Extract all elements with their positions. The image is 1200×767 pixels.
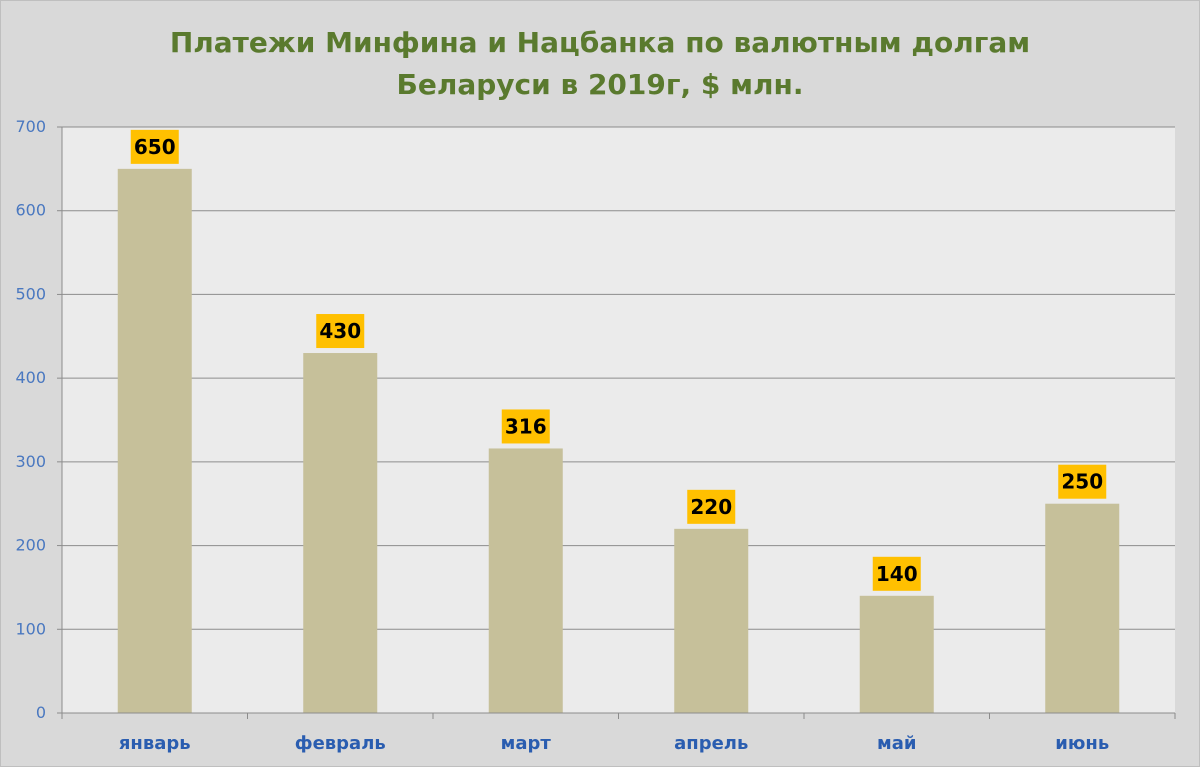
bar-3 xyxy=(488,448,563,713)
x-category-label: март xyxy=(501,733,552,754)
bar-1 xyxy=(117,168,192,713)
data-label: 316 xyxy=(505,414,547,438)
x-category-label: февраль xyxy=(295,733,386,754)
y-tick-label: 300 xyxy=(15,452,46,471)
data-label: 140 xyxy=(876,562,918,586)
bar-6 xyxy=(1045,503,1120,713)
y-tick-label: 400 xyxy=(15,368,46,387)
data-labels: 650 430 316 220 140 250 xyxy=(130,129,1107,591)
chart-title-line-1: Платежи Минфина и Нацбанка по валютным д… xyxy=(169,26,1031,59)
bar-2 xyxy=(303,353,378,713)
bars xyxy=(117,168,1120,713)
y-tick-label: 500 xyxy=(15,284,46,303)
y-tick-label: 0 xyxy=(36,703,46,722)
data-label: 220 xyxy=(690,495,732,519)
bar-4 xyxy=(674,528,749,713)
y-tick-label: 200 xyxy=(15,536,46,555)
axes: 0 100 200 300 400 500 600 700 январь февраль март а… xyxy=(15,117,1176,754)
data-label-box xyxy=(316,314,365,349)
gridlines xyxy=(62,126,1175,630)
data-label: 250 xyxy=(1061,470,1103,494)
x-category-label: май xyxy=(877,733,916,754)
chart-title: Платежи Минфина и Нацбанка по валютным д… xyxy=(0,22,1200,106)
chart-title-line-2: Беларуси в 2019г, $ млн. xyxy=(396,68,804,101)
y-tick-label: 600 xyxy=(15,201,46,220)
data-label-box xyxy=(1058,464,1107,499)
data-label: 430 xyxy=(319,319,361,343)
bar-5 xyxy=(859,595,934,713)
x-category-label: январь xyxy=(119,733,191,754)
data-label-box xyxy=(501,409,550,444)
y-tick-label: 700 xyxy=(15,117,46,136)
plot-area xyxy=(62,127,1175,713)
data-label-box xyxy=(872,556,921,591)
data-label: 650 xyxy=(134,135,176,159)
y-tick-label: 100 xyxy=(15,619,46,638)
x-category-label: июнь xyxy=(1055,733,1109,754)
data-label-box xyxy=(687,489,736,524)
data-label-box xyxy=(130,129,179,164)
x-category-label: апрель xyxy=(674,733,748,754)
